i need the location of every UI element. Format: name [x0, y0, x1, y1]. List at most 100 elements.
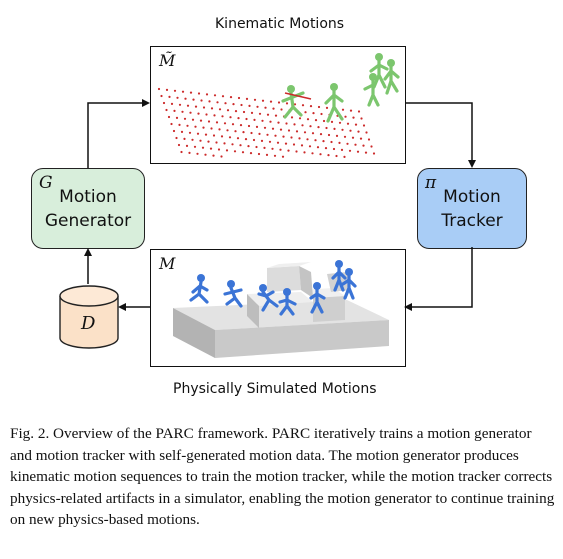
terrain-point [292, 143, 296, 146]
terrain-point [226, 129, 229, 132]
terrain-point [229, 96, 233, 99]
terrain-point [311, 152, 314, 155]
terrain-point [314, 119, 318, 122]
terrain-point [221, 115, 224, 118]
terrain-point [224, 102, 227, 105]
terrain-point [231, 143, 234, 146]
terrain-point [218, 128, 221, 131]
terrain-point [175, 136, 178, 140]
terrain-point [191, 138, 194, 141]
terrain-point [343, 155, 346, 158]
terrain-point [284, 142, 288, 145]
terrain-point [217, 148, 221, 151]
terrain-point [252, 138, 256, 142]
terrain-point [173, 109, 176, 112]
terrain-point [223, 122, 227, 125]
terrain-point [333, 127, 336, 130]
terrain-point [311, 132, 315, 135]
terrain-point [232, 103, 235, 106]
terrain-point [242, 110, 246, 114]
terrain-point [276, 141, 280, 144]
terrain-point [160, 94, 163, 98]
flow-arrows: D [59, 99, 476, 349]
terrain-point [258, 112, 262, 115]
terrain-point [209, 147, 213, 150]
terrain-point [199, 139, 202, 142]
terrain-point [240, 103, 243, 107]
terrain-point [317, 105, 321, 109]
terrain-point [298, 137, 301, 140]
terrain-point [312, 112, 315, 115]
terrain-point [233, 150, 237, 153]
terrain-point [175, 116, 179, 119]
terrain-point [273, 154, 277, 157]
terrain-point [181, 90, 185, 93]
motion-tracker-box: π Motion Tracker [417, 168, 527, 249]
terrain-point [261, 99, 265, 102]
terrain-point [370, 145, 373, 148]
terrain-point [231, 123, 235, 126]
terrain-point [170, 102, 174, 105]
terrain-point [199, 119, 203, 122]
arrow-kinematic-to-tracker [405, 102, 476, 168]
terrain-point [215, 141, 218, 144]
terrain-point [341, 128, 344, 131]
terrain-point [314, 139, 317, 142]
terrain-point [357, 130, 360, 133]
terrain-point [245, 97, 249, 100]
terrain-point [293, 123, 296, 126]
terrain-point [188, 151, 191, 154]
dataset-cylinder [59, 285, 119, 349]
terrain-point [255, 125, 259, 128]
simulated-motion-scene [173, 260, 389, 358]
generator-label-line2: Generator [44, 210, 132, 231]
terrain-point [281, 155, 285, 158]
terrain-point [197, 112, 200, 115]
terrain-point [244, 138, 248, 141]
terrain-point [343, 135, 347, 138]
terrain-point [303, 151, 306, 154]
terrain-point [196, 152, 199, 155]
terrain-point [178, 103, 182, 106]
terrain-point [237, 117, 240, 120]
terrain-point [356, 150, 360, 153]
terrain-point [257, 152, 261, 156]
terrain-point [239, 144, 242, 147]
terrain-point [301, 104, 305, 107]
generator-symbol: G [39, 173, 53, 193]
terrain-point [322, 140, 325, 143]
terrain-point [189, 111, 192, 114]
terrain-point [201, 146, 205, 149]
terrain-point [157, 87, 161, 91]
terrain-point [191, 118, 195, 121]
terrain-point [177, 143, 181, 147]
terrain-point [362, 124, 366, 127]
terrain-point [215, 121, 219, 124]
terrain-point [237, 96, 241, 100]
terrain-point [271, 147, 274, 150]
terrain-point [266, 133, 269, 136]
terrain-point [260, 139, 264, 142]
terrain-point [210, 107, 214, 110]
terrain-point [293, 103, 297, 106]
arrow-generator-to-kinematic [87, 99, 150, 168]
terrain-point [324, 147, 328, 150]
simulated-character-figures [189, 260, 357, 316]
terrain-point [193, 145, 197, 148]
terrain-point [213, 94, 217, 97]
terrain-point [322, 119, 326, 123]
terrain-point [239, 124, 243, 127]
dataset-symbol: D [80, 313, 96, 334]
terrain-point [180, 150, 183, 154]
terrain-point [330, 120, 334, 123]
terrain-point [186, 124, 189, 127]
terrain-point [189, 91, 193, 94]
terrain-point [285, 102, 289, 105]
terrain-point [249, 152, 253, 155]
terrain-point [309, 125, 312, 128]
terrain-point [279, 128, 283, 131]
terrain-point [247, 124, 251, 128]
terrain-point [367, 138, 371, 141]
terrain-point [287, 149, 290, 152]
terrain-point [202, 126, 205, 129]
